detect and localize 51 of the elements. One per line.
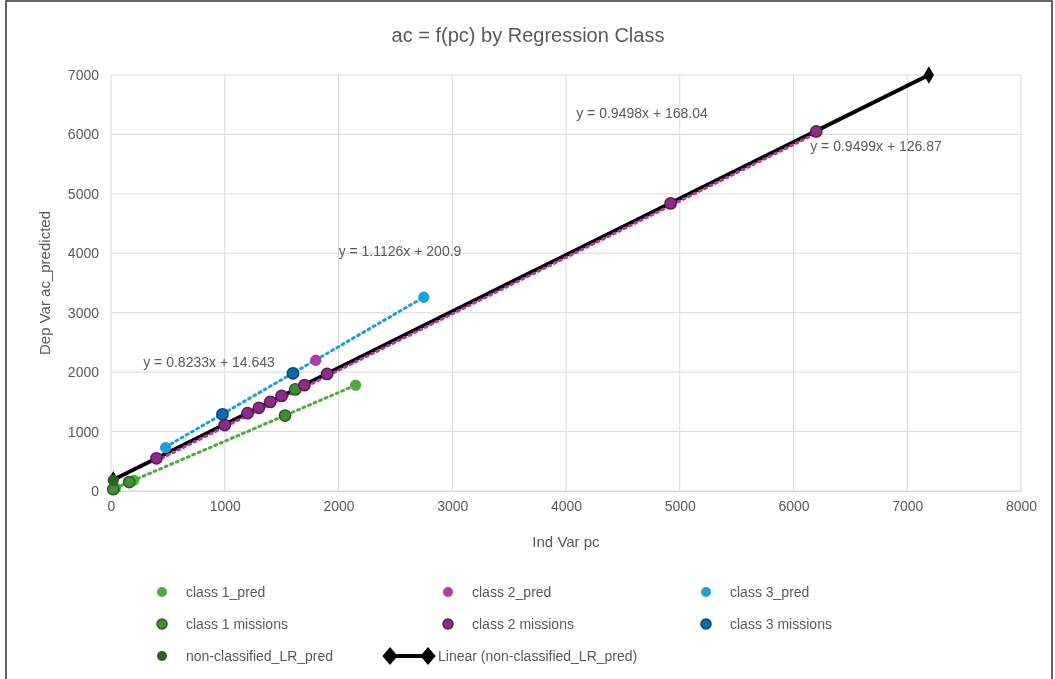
point [349,379,362,391]
legend-label: class 3 missions [730,615,832,632]
point [216,407,229,421]
point [297,378,311,392]
legend-label: class 1 missions [186,615,288,632]
y-tick-label: 6000 [67,126,100,143]
annotation: y = 0.8233x + 14.643 [143,353,275,370]
annotation: y = 0.9498x + 168.04 [576,104,708,121]
chart-title: ac = f(pc) by Regression Class [391,24,665,46]
y-axis-title: Dep Var ac_predicted [36,211,53,355]
x-axis-title: Ind Var pc [532,533,601,550]
y-tick-label: 2000 [67,364,100,381]
point [278,409,292,422]
y-tick-label: 7000 [67,66,100,83]
y-tick-label: 1000 [67,423,100,440]
point [418,291,430,303]
legend-label: class 3_pred [730,583,810,600]
point [252,401,266,415]
x-tick-label: 8000 [1005,497,1038,514]
y-tick-label: 5000 [67,185,100,202]
point [150,451,163,465]
point [664,196,678,210]
point [263,395,277,409]
x-tick-label: 0 [107,497,116,514]
point [286,366,300,380]
point [218,418,232,432]
point [275,389,289,403]
y-tick-label: 0 [91,482,100,499]
legend-label: class 2 missions [472,615,574,632]
point [310,354,322,366]
x-tick-label: 6000 [778,497,810,514]
legend-label: non-classified_LR_pred [186,647,334,664]
point [320,367,334,381]
y-tick-label: 4000 [67,245,100,262]
x-tick-label: 4000 [550,497,583,514]
x-tick-label: 1000 [209,497,242,514]
point [159,441,172,454]
x-tick-label: 5000 [664,497,697,514]
x-tick-label: 2000 [323,497,355,514]
x-tick-label: 7000 [892,497,924,514]
annotation: y = 0.9499x + 126.87 [810,137,942,154]
point [288,383,302,396]
annotation: y = 1.1126x + 200.9 [338,242,462,259]
legend-label: Linear (non-classified_LR_pred) [438,647,638,664]
x-tick-label: 3000 [437,497,469,514]
point [809,125,823,138]
y-tick-label: 3000 [67,304,100,321]
legend-label: class 1_pred [186,583,266,600]
legend-label: class 2_pred [472,583,552,600]
point [241,406,254,420]
point [122,475,136,489]
